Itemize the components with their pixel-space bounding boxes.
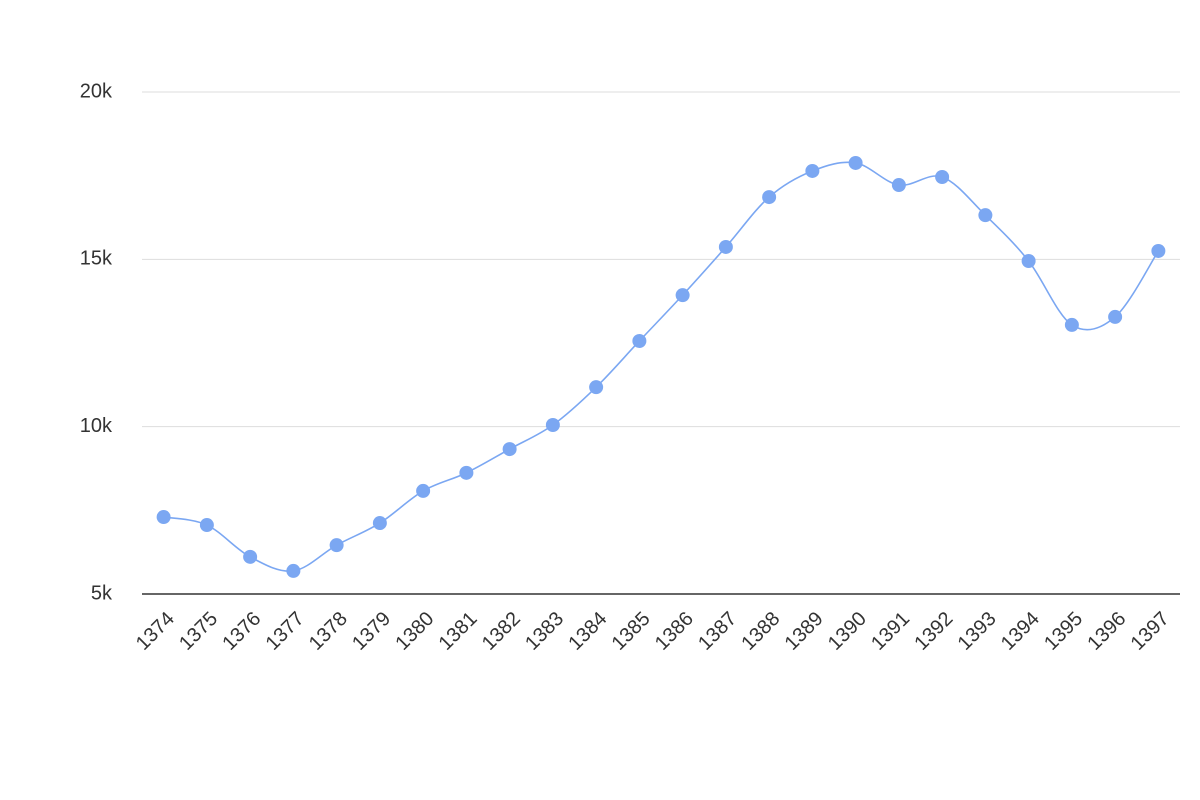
point (848, 155, 863, 170)
x-tick-label: 1396 (1083, 608, 1130, 655)
x-tick-label: 1391 (867, 608, 914, 655)
x-tick-label: 1390 (824, 608, 871, 655)
x-tick-label: 1393 (954, 608, 1001, 655)
x-tick-label: 1385 (608, 608, 655, 655)
x-tick-label: 1379 (348, 608, 395, 655)
x-tick-label: 1384 (564, 608, 611, 655)
x-tick-label: 1395 (1040, 608, 1087, 655)
point (199, 518, 214, 533)
point (286, 563, 301, 578)
point (459, 465, 474, 480)
point (156, 510, 171, 525)
x-tick-label: 1380 (391, 608, 438, 655)
point (1108, 309, 1123, 324)
x-tick-label: 1375 (175, 608, 222, 655)
point (1064, 317, 1079, 332)
point (805, 163, 820, 178)
point (978, 208, 993, 223)
point (243, 549, 258, 564)
point (632, 333, 647, 348)
point (329, 538, 344, 553)
point (762, 190, 777, 205)
y-tick-label: 10k (80, 415, 113, 437)
point (545, 417, 560, 432)
point (416, 483, 431, 498)
point (589, 380, 604, 395)
line (163, 161, 1160, 572)
point (1151, 243, 1166, 258)
point (1021, 254, 1036, 269)
x-tick-label: 1383 (521, 608, 568, 655)
x-tick-label: 1388 (737, 608, 784, 655)
point (891, 178, 906, 193)
point (718, 239, 733, 254)
y-tick-label: 5k (91, 582, 113, 604)
x-tick-label: 1397 (1127, 608, 1174, 655)
x-tick-label: 1387 (694, 608, 741, 655)
y-tick-label: 15k (80, 248, 113, 270)
point (675, 288, 690, 303)
x-tick-label: 1376 (218, 608, 265, 655)
point (502, 442, 517, 457)
x-tick-label: 1382 (478, 608, 525, 655)
point (935, 170, 950, 185)
x-tick-label: 1386 (651, 608, 698, 655)
x-tick-label: 1392 (910, 608, 957, 655)
x-tick-label: 1389 (781, 608, 828, 655)
point (372, 516, 387, 531)
y-tick-label: 20k (80, 80, 113, 102)
x-tick-label: 1377 (262, 608, 309, 655)
x-tick-label: 1381 (435, 608, 482, 655)
x-tick-label: 1394 (997, 608, 1044, 655)
x-tick-label: 1374 (132, 608, 179, 655)
x-tick-label: 1378 (305, 608, 352, 655)
